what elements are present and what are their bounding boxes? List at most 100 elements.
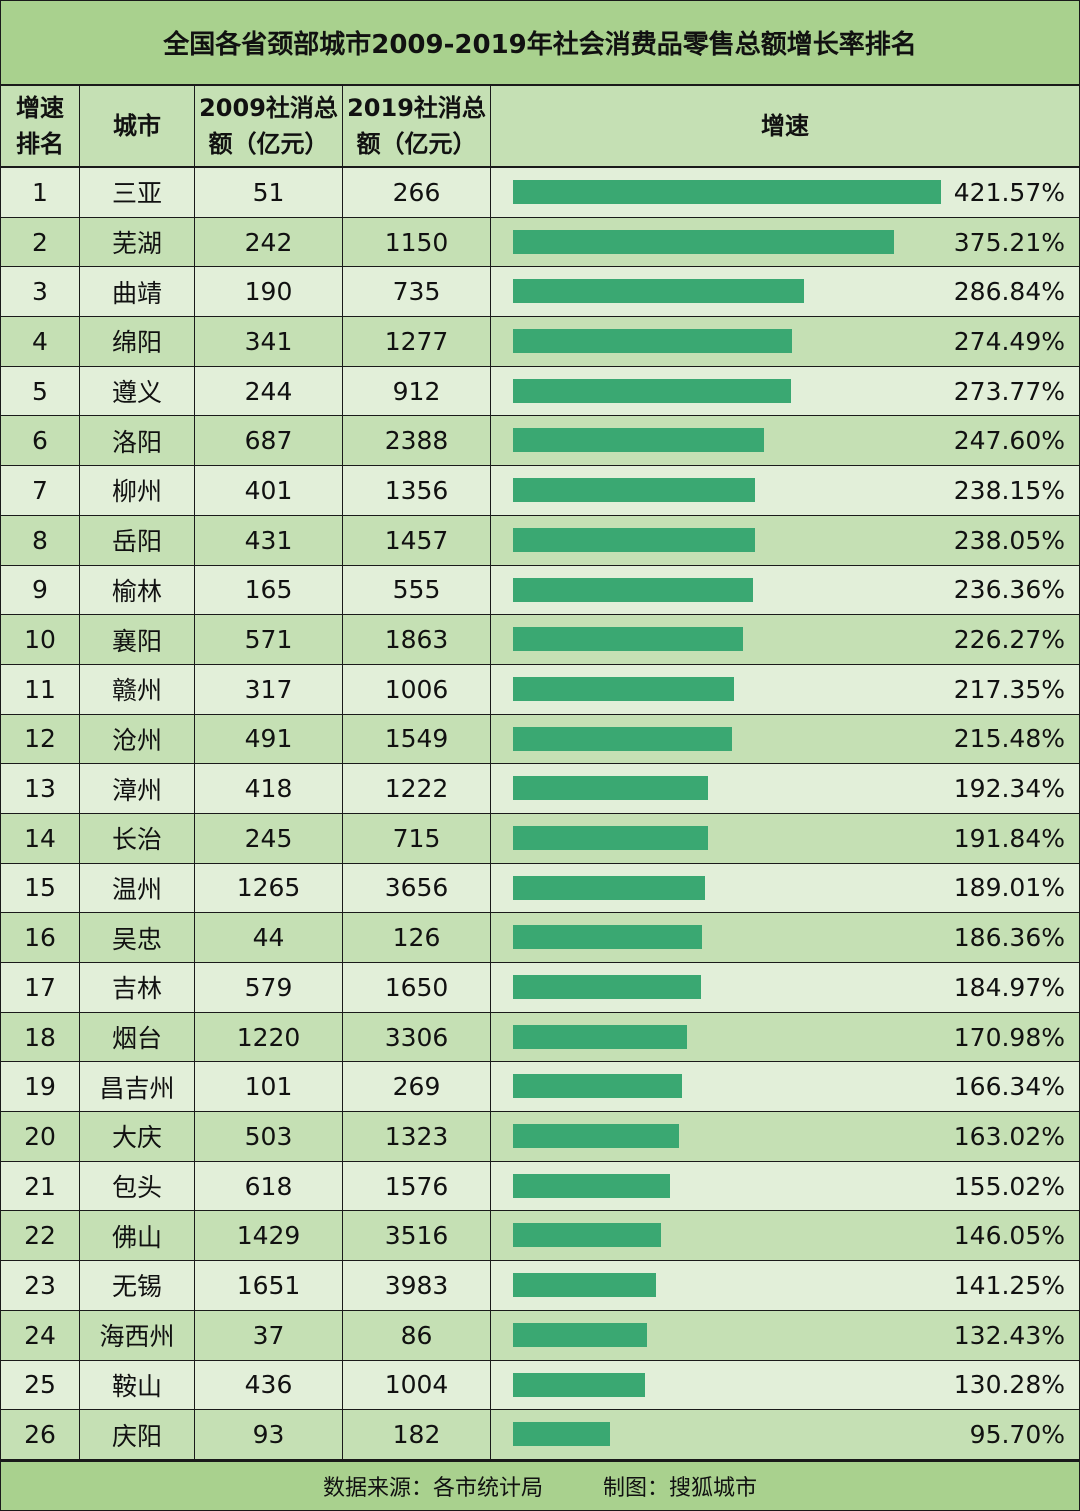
growth-bar [513,428,765,453]
growth-bar [513,1124,679,1149]
value-2019-cell: 1222 [343,764,491,813]
value-2019-cell: 1863 [343,615,491,664]
growth-cell: 186.36% [491,913,1079,962]
value-2019-cell: 2388 [343,416,491,466]
growth-cell: 166.34% [491,1062,1079,1111]
growth-label: 166.34% [953,1072,1065,1102]
table-row: 2 芜湖 242 1150 375.21% [1,217,1079,268]
growth-cell: 238.05% [491,516,1079,565]
value-2019-cell: 266 [343,168,491,217]
value-2019-cell: 1576 [343,1161,491,1211]
city-cell: 烟台 [80,1012,195,1062]
table-row: 22 佛山 1429 3516 146.05% [1,1211,1079,1262]
table-row: 17 吉林 579 1650 184.97% [1,963,1079,1013]
value-2019-cell: 1356 [343,466,491,515]
value-2009-cell: 44 [195,913,343,962]
value-2009-cell: 165 [195,565,343,615]
growth-label: 184.97% [953,972,1065,1002]
value-2009-cell: 341 [195,317,343,366]
growth-label: 155.02% [953,1171,1065,1201]
growth-label: 132.43% [953,1320,1065,1350]
value-2019-cell: 1004 [343,1360,491,1410]
growth-label: 421.57% [953,177,1065,207]
value-2019-cell: 126 [343,913,491,962]
value-2009-cell: 1220 [195,1012,343,1062]
value-2019-cell: 1277 [343,317,491,366]
table-row: 16 吴忠 44 126 186.36% [1,913,1079,963]
value-2019-cell: 735 [343,267,491,317]
growth-cell: 286.84% [491,267,1079,316]
footer: 数据来源：各市统计局 制图：搜狐城市 [1,1460,1079,1510]
table-row: 4 绵阳 341 1277 274.49% [1,317,1079,367]
table-row: 11 赣州 317 1006 217.35% [1,664,1079,715]
city-cell: 岳阳 [80,515,195,565]
city-cell: 遵义 [80,366,195,416]
rank-cell: 26 [1,1410,80,1459]
table-row: 26 庆阳 93 182 95.70% [1,1410,1079,1460]
rank-cell: 24 [1,1310,80,1360]
value-2009-cell: 51 [195,168,343,217]
growth-label: 191.84% [953,823,1065,853]
rank-cell: 1 [1,168,80,217]
growth-label: 141.25% [953,1270,1065,1300]
rank-cell: 17 [1,963,80,1012]
growth-cell: 155.02% [491,1162,1079,1211]
rank-cell: 11 [1,664,80,714]
growth-label: 170.98% [953,1022,1065,1052]
city-cell: 曲靖 [80,267,195,317]
growth-label: 226.27% [953,625,1065,655]
growth-bar [513,527,755,552]
rank-cell: 12 [1,714,80,764]
value-2019-cell: 715 [343,813,491,863]
city-cell: 芜湖 [80,217,195,267]
growth-cell: 189.01% [491,864,1079,913]
table-row: 15 温州 1265 3656 189.01% [1,863,1079,914]
growth-bar [513,1322,648,1347]
rank-cell: 2 [1,217,80,267]
table-row: 19 昌吉州 101 269 166.34% [1,1062,1079,1113]
header-rank-line1: 增速 [16,94,64,122]
rank-cell: 7 [1,466,80,515]
value-2009-cell: 401 [195,466,343,515]
value-2009-cell: 418 [195,764,343,813]
value-2009-cell: 1265 [195,863,343,913]
rank-cell: 9 [1,565,80,615]
city-cell: 昌吉州 [80,1062,195,1112]
growth-bar [513,279,805,304]
table-row: 3 曲靖 190 735 286.84% [1,267,1079,318]
city-cell: 沧州 [80,714,195,764]
growth-cell: 421.57% [491,168,1079,217]
growth-label: 238.15% [953,475,1065,505]
table-row: 20 大庆 503 1323 163.02% [1,1112,1079,1162]
value-2019-cell: 3656 [343,863,491,913]
growth-cell: 192.34% [491,764,1079,813]
growth-bar [513,1223,662,1248]
city-cell: 庆阳 [80,1410,195,1459]
growth-label: 215.48% [953,724,1065,754]
value-2009-cell: 503 [195,1112,343,1161]
value-2009-cell: 317 [195,664,343,714]
city-cell: 长治 [80,813,195,863]
growth-label: 163.02% [953,1121,1065,1151]
growth-cell: 217.35% [491,665,1079,714]
header-rank-line2: 排名 [16,130,64,158]
city-cell: 洛阳 [80,416,195,466]
growth-label: 273.77% [953,376,1065,406]
growth-bar [513,229,894,254]
value-2019-cell: 1457 [343,515,491,565]
growth-cell: 375.21% [491,218,1079,267]
value-2019-cell: 555 [343,565,491,615]
city-cell: 吉林 [80,963,195,1012]
value-2009-cell: 1651 [195,1261,343,1310]
value-2009-cell: 579 [195,963,343,1012]
value-2019-cell: 3516 [343,1211,491,1261]
rank-cell: 14 [1,813,80,863]
growth-bar [513,776,709,801]
growth-bar [513,1372,646,1397]
table-row: 23 无锡 1651 3983 141.25% [1,1261,1079,1311]
growth-cell: 238.15% [491,466,1079,515]
city-cell: 柳州 [80,466,195,515]
city-cell: 吴忠 [80,913,195,962]
growth-cell: 130.28% [491,1361,1079,1410]
